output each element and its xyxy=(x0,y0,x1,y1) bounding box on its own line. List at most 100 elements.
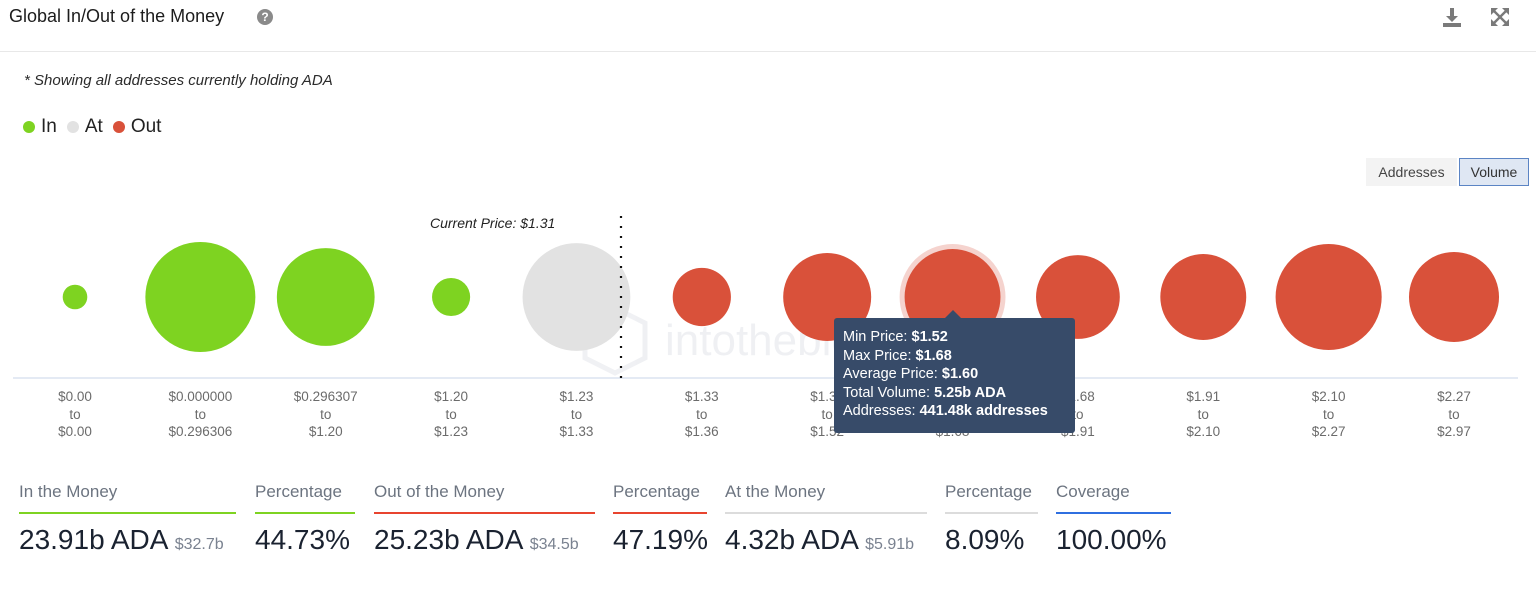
x-tick-separator: to xyxy=(1448,406,1460,422)
stat-value: 25.23b ADA $34.5b xyxy=(374,524,579,555)
x-tick-from: $0.00 xyxy=(58,389,92,404)
x-tick-separator: to xyxy=(821,406,833,422)
chart-legend: In At Out xyxy=(23,116,171,138)
x-tick-label: $0.296307 to $1.20 xyxy=(261,388,391,441)
stat-underline xyxy=(725,512,927,514)
x-tick-from: $2.27 xyxy=(1437,389,1471,404)
bubble-in-0[interactable] xyxy=(62,284,88,310)
bubble-in-3[interactable] xyxy=(432,277,471,317)
x-tick-separator: to xyxy=(194,406,206,422)
x-tick-separator: to xyxy=(570,406,583,422)
x-tick-separator: to xyxy=(1072,406,1084,422)
tooltip-row-addresses: Addresses: 441.48k addresses xyxy=(843,403,1048,419)
x-tick-from: $2.10 xyxy=(1311,389,1346,404)
stat-underline xyxy=(374,512,595,514)
tooltip-arrow xyxy=(945,310,961,318)
x-tick-label: $2.10 to $2.27 xyxy=(1264,388,1394,441)
bubble-out-10[interactable] xyxy=(1275,243,1382,351)
legend-item-at[interactable]: At xyxy=(66,116,103,138)
current-price-label: Current Price: $1.31 xyxy=(430,215,556,231)
bubble-in-1[interactable] xyxy=(145,242,256,352)
stat-coverage: Coverage 100.00% xyxy=(1056,480,1171,556)
x-tick-label: $1.20 to $1.23 xyxy=(386,388,516,441)
x-tick-from: $0.000000 xyxy=(168,389,233,404)
legend-dot-at xyxy=(66,121,79,133)
stat-at-percentage: Percentage 8.09% xyxy=(945,480,1038,556)
question-circle-icon[interactable]: ? xyxy=(257,9,273,25)
volume-toggle-button[interactable]: Volume xyxy=(1459,158,1529,186)
stat-underline xyxy=(613,512,707,514)
x-tick-label: $1.91 to $2.10 xyxy=(1138,388,1268,441)
tooltip-row-total-volume: Total Volume: 5.25b ADA xyxy=(843,384,1007,401)
legend-label-at: At xyxy=(84,116,103,137)
x-tick-from: $1.91 xyxy=(1186,389,1221,404)
x-tick-from: $0.296307 xyxy=(293,389,358,404)
stat-at-the-money: At the Money 4.32b ADA $5.91b xyxy=(725,480,927,556)
legend-item-in[interactable]: In xyxy=(23,116,57,138)
x-tick-separator: to xyxy=(696,406,708,422)
x-tick-label: $2.27 to $2.97 xyxy=(1389,388,1519,441)
stat-label: Percentage xyxy=(613,482,700,501)
stat-underline xyxy=(945,512,1038,514)
x-tick-from: $1.33 xyxy=(684,389,719,404)
tooltip-row-avg-price: Average Price: $1.60 xyxy=(843,366,979,382)
x-tick-to: $1.20 xyxy=(308,424,343,439)
stat-in-percentage: Percentage 44.73% xyxy=(255,480,355,556)
stat-label: Percentage xyxy=(255,482,342,501)
x-tick-label: $1.33 to $1.36 xyxy=(637,388,767,441)
x-tick-to: $2.10 xyxy=(1186,424,1221,439)
x-tick-to: $2.97 xyxy=(1437,424,1471,439)
x-tick-separator: to xyxy=(445,406,457,422)
stat-value: 23.91b ADA $32.7b xyxy=(19,524,224,555)
legend-label-in: In xyxy=(41,116,57,137)
stat-value: 4.32b ADA $5.91b xyxy=(725,524,915,555)
bubble-chart: intotheblock xyxy=(13,216,1518,379)
stat-underline xyxy=(1056,512,1171,514)
widget-title: Global In/Out of the Money xyxy=(9,6,225,26)
stat-value: 100.00% xyxy=(1056,524,1167,555)
bubble-out-9[interactable] xyxy=(1160,254,1247,340)
x-tick-label: $1.23 to $1.33 xyxy=(511,388,641,441)
x-tick-label: $0.000000 to $0.296306 xyxy=(135,388,265,441)
legend-dot-in xyxy=(23,121,35,133)
x-tick-separator: to xyxy=(1197,406,1209,422)
stat-out-percentage: Percentage 47.19% xyxy=(613,480,708,556)
bubble-out-5[interactable] xyxy=(672,267,731,327)
x-tick-to: $1.23 xyxy=(434,424,468,439)
legend-dot-out xyxy=(112,121,125,133)
stat-out-of-the-money: Out of the Money 25.23b ADA $34.5b xyxy=(374,480,595,556)
tooltip-row-max-price: Max Price: $1.68 xyxy=(843,347,952,364)
x-tick-separator: to xyxy=(69,406,81,422)
bubble-at-4[interactable] xyxy=(522,243,631,351)
bubble-in-2[interactable] xyxy=(276,248,375,346)
bubble-tooltip: Min Price: $1.52 Max Price: $1.68 Averag… xyxy=(834,318,1075,433)
x-tick-to: $1.33 xyxy=(559,424,594,439)
stat-value: 8.09% xyxy=(945,524,1025,555)
bubble-out-8[interactable] xyxy=(1036,255,1120,339)
stat-underline xyxy=(19,512,236,514)
stat-label: Out of the Money xyxy=(374,482,505,501)
stat-value: 44.73% xyxy=(255,524,350,555)
holding-note: * Showing all addresses currently holdin… xyxy=(24,72,333,89)
stat-label: Percentage xyxy=(945,482,1032,501)
x-tick-to: $1.36 xyxy=(684,424,719,439)
stat-label: Coverage xyxy=(1056,482,1130,501)
x-tick-to: $2.27 xyxy=(1311,424,1346,439)
stat-underline xyxy=(255,512,355,514)
x-tick-from: $1.23 xyxy=(559,389,594,404)
legend-label-out: Out xyxy=(130,116,162,137)
x-tick-separator: to xyxy=(320,406,332,422)
x-tick-to: $0.00 xyxy=(58,424,92,439)
tooltip-row-min-price: Min Price: $1.52 xyxy=(843,329,948,345)
addresses-toggle-button[interactable]: Addresses xyxy=(1366,158,1457,186)
x-tick-label: $0.00 to $0.00 xyxy=(10,388,140,441)
stat-label: At the Money xyxy=(725,482,826,501)
fullscreen-icon[interactable] xyxy=(1489,6,1511,28)
stat-value: 47.19% xyxy=(613,524,708,555)
x-tick-separator: to xyxy=(1322,406,1335,422)
download-icon[interactable] xyxy=(1441,6,1463,28)
legend-item-out[interactable]: Out xyxy=(112,116,162,138)
x-tick-from: $1.20 xyxy=(434,389,468,404)
bubble-out-11[interactable] xyxy=(1408,251,1500,343)
stat-in-the-money: In the Money 23.91b ADA $32.7b xyxy=(19,480,236,556)
